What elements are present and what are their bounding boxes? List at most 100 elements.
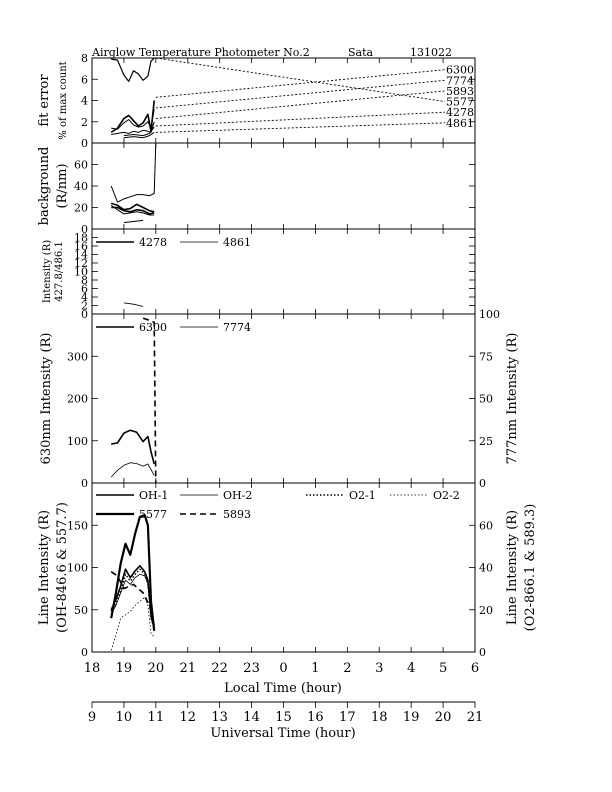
legend-label-oh-1: OH-1: [139, 489, 168, 502]
y-tick-label: 0: [81, 646, 88, 659]
series-line-0: [110, 143, 157, 203]
series-label-6300: 6300: [446, 64, 474, 77]
legend-label-4861: 4861: [223, 236, 251, 249]
y-tick-label: 4: [81, 95, 88, 108]
ut-tick-label: 20: [435, 710, 452, 725]
series-line-2: [111, 206, 155, 215]
label-connector: [155, 79, 446, 109]
label-connector: [155, 122, 446, 133]
time-axes: Local Time (hour) Universal Time (hour) …: [84, 661, 484, 741]
series-line-5577: [111, 58, 159, 83]
series-line-1: [110, 462, 155, 478]
y-tick-label-right: 50: [479, 393, 493, 406]
local-time-tick: 6: [471, 661, 479, 676]
legend-label-4278: 4278: [139, 236, 167, 249]
series-group: [110, 513, 156, 651]
label-connector: [155, 90, 446, 120]
local-time-tick: 18: [84, 661, 101, 676]
series-line-3: [110, 204, 155, 216]
legend-label-5577: 5577: [139, 508, 167, 521]
local-time-tick: 5: [439, 661, 447, 676]
y-tick-label: 100: [67, 562, 88, 575]
y-tick-label-right: 100: [479, 308, 500, 321]
series-line-5893: [111, 121, 155, 135]
y-tick-label: 0: [81, 477, 88, 490]
y-tick-label: 10: [74, 266, 88, 279]
panel-background: 0 20 40 60 background (R/nm): [37, 142, 476, 236]
series-line-2: [142, 317, 157, 483]
ut-tick-label: 10: [116, 710, 133, 725]
y-tick-label-right: 75: [479, 350, 493, 363]
y-tick-label: 0: [81, 223, 88, 236]
local-time-tick: 2: [343, 661, 351, 676]
y-tick-label: 200: [67, 393, 88, 406]
y-tick-label: 14: [74, 249, 88, 262]
local-time-tick: 1: [311, 661, 319, 676]
legend-label-oh-2: OH-2: [223, 489, 252, 502]
ut-tick-label: 9: [88, 710, 96, 725]
ut-tick-label: 16: [307, 710, 324, 725]
y-axis-title-right: 777nm Intensity (R): [505, 333, 520, 465]
y-tick-label: 40: [74, 180, 88, 193]
ut-tick-label: 14: [243, 710, 260, 725]
series-line-o2-1: [110, 568, 155, 629]
y-tick-label: 18: [74, 232, 88, 245]
ut-tick-label: 17: [339, 710, 356, 725]
series-label-4861: 4861: [446, 117, 474, 130]
label-connector: [155, 111, 446, 127]
series-line-1: [110, 202, 155, 213]
ut-tick-label: 18: [371, 710, 388, 725]
series-line-6300: [110, 100, 155, 134]
y-tick-label-right: 60: [479, 519, 493, 532]
y-tick-label: 8: [81, 274, 88, 287]
series-group: [110, 143, 157, 224]
series-label-5577: 5577: [446, 96, 474, 109]
panel-frame: [91, 142, 476, 230]
ut-tick-label: 12: [179, 710, 196, 725]
y-tick-label-right: 25: [479, 435, 493, 448]
y-axis-subtitle-right: (O2-866.1 & 589.3): [523, 504, 538, 632]
y-tick-label-right: 0: [479, 477, 486, 490]
legend-label-o2-2: O2-2: [433, 489, 460, 502]
series-line-7774: [111, 108, 155, 130]
y-tick-label: 150: [67, 519, 88, 532]
local-time-axis-label: Local Time (hour): [224, 681, 342, 696]
y-axis-title-right: Line Intensity (R): [505, 510, 520, 625]
ut-tick-label: 21: [467, 710, 484, 725]
y-axis-title: background: [37, 147, 52, 226]
series-line-o2-2: [110, 596, 155, 651]
y-tick-label: 6: [81, 73, 88, 86]
series-label-7774: 7774: [446, 74, 474, 87]
series-line-oh-1: [110, 564, 155, 626]
local-time-tick: 22: [211, 661, 228, 676]
panel-intensity-630: 0 100 200 300 0 25 50 75 100 630nm Intensity (R) 7…: [39, 308, 520, 490]
y-axis-subtitle: 427.8/486.1: [54, 241, 65, 302]
ut-tick-label: 19: [403, 710, 420, 725]
series-line-5893: [110, 571, 155, 627]
y-axis-subtitle: (OH-846.6 & 557.7): [55, 502, 70, 633]
local-time-tick: 3: [375, 661, 383, 676]
y-tick-label: 50: [74, 604, 88, 617]
y-tick-label: 6: [81, 283, 88, 296]
y-axis-title: fit error: [37, 74, 52, 127]
chart-date: 131022: [410, 46, 452, 59]
series-line-0: [123, 302, 144, 307]
y-tick-label: 20: [74, 202, 88, 215]
ut-tick-label: 11: [148, 710, 165, 725]
legend-label-7774: 7774: [223, 321, 251, 334]
y-tick-label: 100: [67, 435, 88, 448]
y-tick-label: 2: [81, 116, 88, 129]
y-tick-label: 0: [81, 308, 88, 321]
series-label-4278: 4278: [446, 106, 474, 119]
label-connector: [155, 69, 446, 98]
series-label-5893: 5893: [446, 85, 474, 98]
y-axis-title: Line Intensity (R): [37, 510, 52, 625]
local-time-tick: 21: [179, 661, 196, 676]
panel-fit-error: 0 2 4 6 8 fit error % of max count 5577 63007774…: [37, 52, 476, 150]
ut-tick-label: 13: [211, 710, 228, 725]
chart-title: Airglow Temperature Photometer No.2: [91, 46, 310, 59]
local-time-tick: 19: [116, 661, 133, 676]
